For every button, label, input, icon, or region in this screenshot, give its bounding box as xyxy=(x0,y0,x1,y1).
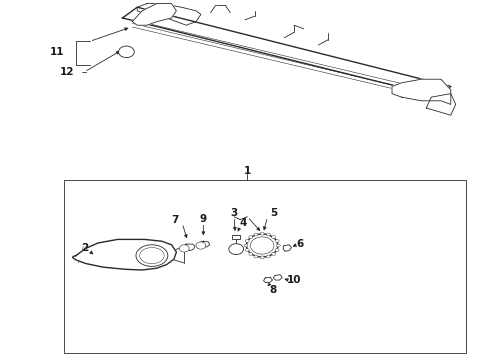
Circle shape xyxy=(267,255,270,258)
Circle shape xyxy=(271,236,275,239)
Circle shape xyxy=(245,239,249,242)
Circle shape xyxy=(275,249,279,252)
Polygon shape xyxy=(132,4,176,25)
Text: 12: 12 xyxy=(60,67,74,77)
Polygon shape xyxy=(283,245,292,251)
Text: 10: 10 xyxy=(287,275,301,285)
Circle shape xyxy=(260,232,264,235)
Circle shape xyxy=(271,252,275,255)
Polygon shape xyxy=(264,277,272,283)
Polygon shape xyxy=(122,7,451,97)
Bar xyxy=(64,180,465,353)
Circle shape xyxy=(254,255,258,258)
Polygon shape xyxy=(426,94,456,115)
Text: 8: 8 xyxy=(270,285,277,295)
Circle shape xyxy=(276,244,280,247)
Text: 2: 2 xyxy=(81,243,88,253)
Circle shape xyxy=(250,237,274,254)
Ellipse shape xyxy=(136,245,168,266)
Bar xyxy=(232,235,240,239)
Text: 6: 6 xyxy=(296,239,303,249)
Text: 9: 9 xyxy=(200,214,207,224)
Polygon shape xyxy=(273,275,282,280)
Ellipse shape xyxy=(140,248,164,264)
Circle shape xyxy=(244,244,248,247)
Circle shape xyxy=(119,46,134,58)
Circle shape xyxy=(245,249,249,252)
Text: 1: 1 xyxy=(244,166,251,176)
Circle shape xyxy=(275,239,279,242)
Circle shape xyxy=(196,242,206,249)
Text: 3: 3 xyxy=(231,208,238,218)
Polygon shape xyxy=(392,79,451,104)
Circle shape xyxy=(179,245,189,252)
Polygon shape xyxy=(137,4,201,25)
Circle shape xyxy=(249,236,253,239)
Text: 5: 5 xyxy=(270,208,277,218)
Circle shape xyxy=(260,256,264,259)
Circle shape xyxy=(267,233,270,236)
Circle shape xyxy=(249,252,253,255)
Text: 4: 4 xyxy=(239,218,247,228)
Polygon shape xyxy=(73,239,176,270)
Circle shape xyxy=(229,244,244,255)
Text: 11: 11 xyxy=(50,47,65,57)
Polygon shape xyxy=(184,244,195,251)
Circle shape xyxy=(246,234,278,257)
Polygon shape xyxy=(200,241,210,247)
Text: 7: 7 xyxy=(172,215,179,225)
Circle shape xyxy=(254,233,258,236)
